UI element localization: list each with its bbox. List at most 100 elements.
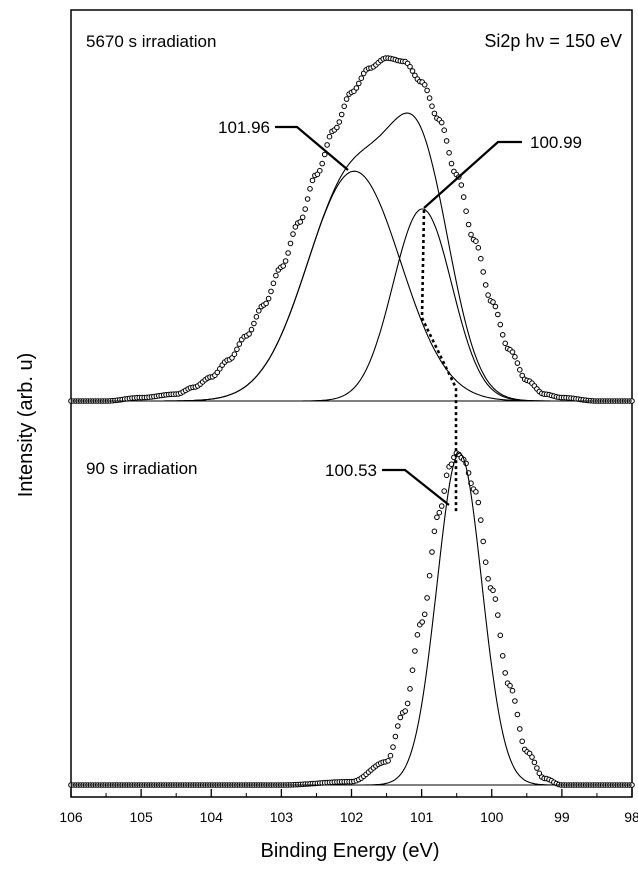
- x-tick-label: 104: [200, 809, 224, 825]
- y-axis-label: Intensity (arb. u): [15, 353, 37, 498]
- bottom-data-point: [402, 708, 409, 714]
- bottom-data-point: [499, 653, 506, 659]
- top-data-point: [446, 150, 452, 156]
- top-data-point: [234, 346, 240, 353]
- top-data-point: [253, 314, 260, 320]
- top-data-point: [502, 340, 509, 347]
- bottom-data-point: [473, 489, 479, 495]
- top-data-point: [460, 194, 467, 200]
- top-data-point: [468, 231, 474, 238]
- bottom-data-point: [502, 670, 509, 676]
- top-data-point: [441, 127, 448, 133]
- top-fit-component-101.96: [71, 170, 632, 402]
- top-data-point: [280, 263, 287, 269]
- top-data-point: [499, 332, 506, 338]
- annotation-top-right: Si2p hν = 150 eV: [484, 31, 622, 51]
- top-data-point: [475, 245, 482, 251]
- bottom-data-point: [536, 770, 543, 777]
- top-data-point: [246, 331, 252, 337]
- x-tick-label: 103: [270, 809, 294, 825]
- peak-shift-connector: [420, 209, 458, 512]
- peak-leader-100.53: [382, 468, 450, 506]
- bottom-data-point: [534, 765, 540, 771]
- chart-text: 5670 s irradiation 101.96 100.99 90 s irrad…: [15, 31, 638, 862]
- top-data-point: [307, 186, 313, 192]
- top-panel-label: 5670 s irradiation: [86, 32, 216, 51]
- bottom-data-point: [531, 759, 538, 766]
- plot-frame: [70, 9, 633, 798]
- top-data-point: [463, 208, 469, 214]
- top-data-point: [251, 320, 257, 327]
- top-data-point: [429, 103, 435, 109]
- bottom-data-point: [495, 612, 501, 618]
- top-data-point: [473, 238, 479, 244]
- top-data-point: [317, 167, 323, 174]
- peak-label-100.99: 100.99: [530, 133, 582, 152]
- bottom-fit-component-100.46: [71, 452, 632, 786]
- top-fit-component-100.99: [71, 208, 632, 402]
- x-tick-label: 98: [624, 809, 638, 825]
- bottom-data-point: [443, 472, 450, 479]
- bottom-data-point: [426, 572, 433, 579]
- top-data-point: [509, 349, 516, 355]
- bottom-data-point: [407, 686, 413, 692]
- top-data-point: [409, 68, 416, 74]
- top-data-point: [324, 142, 330, 148]
- bottom-data-point: [509, 687, 516, 694]
- peak-label-100.53: 100.53: [325, 461, 377, 480]
- bottom-data-point: [419, 619, 426, 625]
- top-data-point: [482, 282, 489, 288]
- bottom-data-point: [404, 700, 411, 707]
- top-data-point: [480, 269, 487, 275]
- x-axis-label: Binding Energy (eV): [261, 840, 440, 862]
- bottom-data-point: [385, 758, 391, 764]
- top-data-point: [490, 299, 496, 305]
- top-data-point: [304, 196, 311, 202]
- bottom-data-point: [517, 726, 523, 732]
- top-data-point: [465, 221, 472, 228]
- top-data-point: [299, 214, 306, 221]
- top-data-point: [309, 177, 316, 184]
- top-data-point: [285, 250, 291, 256]
- top-data-point: [514, 360, 521, 366]
- x-tick-label: 105: [129, 809, 153, 825]
- bottom-data-point: [397, 714, 404, 721]
- top-data-point: [270, 280, 277, 287]
- top-data-point: [268, 288, 274, 295]
- top-data-point: [421, 82, 428, 88]
- bottom-data-point: [529, 754, 535, 760]
- bottom-data-point: [395, 723, 401, 729]
- top-data-point: [287, 240, 294, 247]
- top-data-point: [265, 295, 272, 302]
- bottom-data-points: [68, 450, 635, 788]
- top-data-point: [356, 80, 362, 87]
- bottom-data-point: [414, 632, 421, 638]
- bottom-data-point: [497, 632, 504, 639]
- top-data-point: [353, 85, 360, 91]
- top-data-point: [263, 300, 269, 307]
- x-tick-label: 101: [410, 809, 434, 825]
- top-data-point: [282, 258, 289, 264]
- top-data-point: [407, 63, 413, 70]
- top-data-point: [485, 292, 491, 298]
- top-data-point: [497, 321, 504, 328]
- top-data-point: [236, 341, 243, 347]
- top-data-point: [448, 160, 455, 167]
- bottom-data-point: [421, 611, 428, 618]
- bottom-data-point: [434, 514, 440, 521]
- top-data-point: [321, 151, 328, 158]
- bottom-data-point: [492, 596, 499, 602]
- top-data-point: [426, 95, 433, 101]
- top-data-point: [431, 110, 438, 117]
- bottom-data-point: [438, 503, 445, 509]
- top-data-point: [519, 372, 526, 379]
- peak-leader-100.99: [423, 140, 522, 209]
- bottom-data-point: [485, 576, 491, 582]
- top-data-point: [341, 103, 348, 110]
- top-data-point: [273, 272, 279, 279]
- top-data-point: [319, 160, 326, 167]
- peak-leader-101.96: [275, 125, 349, 171]
- top-data-point: [248, 326, 255, 333]
- top-data-point: [424, 87, 430, 94]
